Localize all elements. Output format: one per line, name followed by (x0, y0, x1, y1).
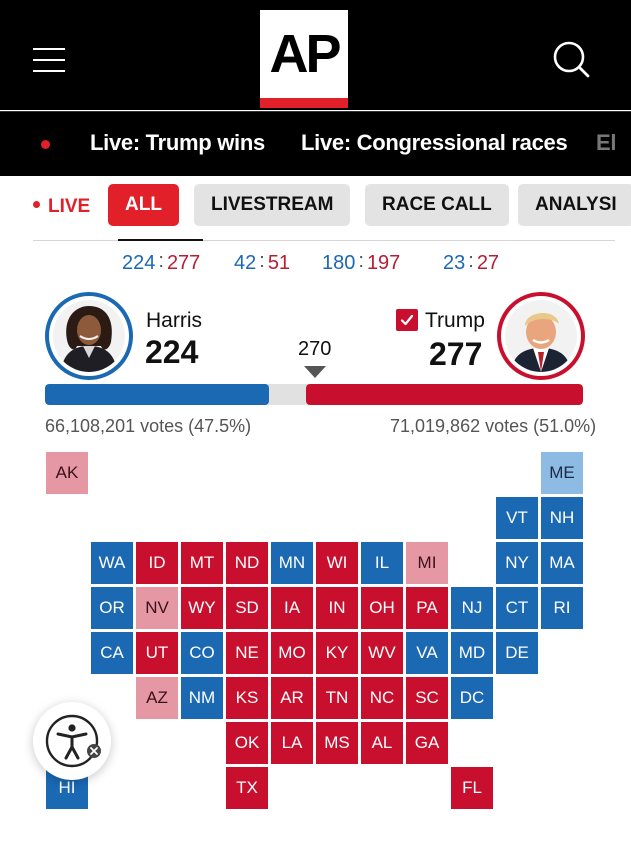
state-tile-ms[interactable]: MS (316, 722, 358, 764)
state-tile-ok[interactable]: OK (226, 722, 268, 764)
state-tile-md[interactable]: MD (451, 632, 493, 674)
state-tile-id[interactable]: ID (136, 542, 178, 584)
harris-popular-votes: 66,108,201 votes (47.5%) (45, 416, 252, 436)
state-tile-nh[interactable]: NH (541, 497, 583, 539)
tally-rep: 27 (476, 252, 500, 274)
tally-dem: 23 (443, 252, 466, 274)
filter-tabs: LIVE ALL LIVESTREAM RACE CALL ANALYSI (0, 184, 631, 228)
live-dot-icon (41, 140, 50, 149)
tab-analysis[interactable]: ANALYSI (518, 184, 631, 226)
active-indicator (118, 239, 203, 241)
state-tile-mn[interactable]: MN (271, 542, 313, 584)
state-tile-tx[interactable]: TX (226, 767, 268, 809)
tally-4[interactable]: 23:27 (443, 250, 500, 274)
state-tile-fl[interactable]: FL (451, 767, 493, 809)
divider (33, 240, 615, 241)
state-tile-ct[interactable]: CT (496, 587, 538, 629)
state-tile-ak[interactable]: AK (46, 452, 88, 494)
state-tile-nv[interactable]: NV (136, 587, 178, 629)
state-tile-ar[interactable]: AR (271, 677, 313, 719)
state-tile-ky[interactable]: KY (316, 632, 358, 674)
state-tile-in[interactable]: IN (316, 587, 358, 629)
logo-red-bar (260, 98, 348, 108)
state-tile-dc[interactable]: DC (451, 677, 493, 719)
state-tile-nd[interactable]: ND (226, 542, 268, 584)
state-tile-pa[interactable]: PA (406, 587, 448, 629)
state-tile-ut[interactable]: UT (136, 632, 178, 674)
state-tile-ca[interactable]: CA (91, 632, 133, 674)
state-tile-ia[interactable]: IA (271, 587, 313, 629)
state-tile-la[interactable]: LA (271, 722, 313, 764)
tally-rep: 197 (366, 252, 401, 274)
state-tile-tn[interactable]: TN (316, 677, 358, 719)
accessibility-icon (45, 714, 101, 768)
ap-logo[interactable]: AP (260, 10, 348, 108)
state-tile-wv[interactable]: WV (361, 632, 403, 674)
electoral-vote-bar (45, 384, 583, 405)
state-tile-nc[interactable]: NC (361, 677, 403, 719)
state-tile-mi[interactable]: MI (406, 542, 448, 584)
state-tile-or[interactable]: OR (91, 587, 133, 629)
threshold-marker-icon (304, 366, 326, 378)
harris-bar-fill (45, 384, 269, 405)
winner-check-icon (396, 309, 418, 331)
trump-name: Trump (425, 309, 485, 332)
live-link-congressional-races[interactable]: Live: Congressional races (301, 130, 568, 155)
state-tile-ri[interactable]: RI (541, 587, 583, 629)
state-tile-oh[interactable]: OH (361, 587, 403, 629)
tally-1[interactable]: 224:277 (122, 250, 201, 274)
search-icon[interactable] (552, 40, 590, 78)
state-tile-wi[interactable]: WI (316, 542, 358, 584)
threshold-label: 270 (298, 338, 332, 360)
tally-3[interactable]: 180:197 (322, 250, 401, 274)
state-tile-vt[interactable]: VT (496, 497, 538, 539)
harris-avatar (45, 292, 133, 380)
state-tile-sc[interactable]: SC (406, 677, 448, 719)
live-link-truncated[interactable]: El (596, 130, 617, 155)
state-tile-de[interactable]: DE (496, 632, 538, 674)
state-tile-az[interactable]: AZ (136, 677, 178, 719)
tab-livestream[interactable]: LIVESTREAM (194, 184, 351, 226)
state-tile-ny[interactable]: NY (496, 542, 538, 584)
accessibility-button[interactable] (33, 702, 111, 780)
tally-rep: 277 (166, 252, 201, 274)
state-tile-al[interactable]: AL (361, 722, 403, 764)
trump-popular-votes: 71,019,862 votes (51.0%) (390, 416, 597, 436)
trump-avatar (497, 292, 585, 380)
tally-dem: 42 (234, 252, 257, 274)
live-indicator: LIVE (33, 196, 90, 218)
hamburger-menu-icon[interactable] (33, 48, 65, 72)
state-tile-va[interactable]: VA (406, 632, 448, 674)
tab-all[interactable]: ALL (108, 184, 179, 226)
state-tile-ks[interactable]: KS (226, 677, 268, 719)
state-tile-nm[interactable]: NM (181, 677, 223, 719)
tally-rep: 51 (267, 252, 291, 274)
top-header: AP (0, 0, 631, 110)
live-link-trump-wins[interactable]: Live: Trump wins (90, 130, 265, 155)
state-tile-il[interactable]: IL (361, 542, 403, 584)
state-tile-ma[interactable]: MA (541, 542, 583, 584)
trump-bar-fill (306, 384, 583, 405)
state-tile-wy[interactable]: WY (181, 587, 223, 629)
state-tile-mo[interactable]: MO (271, 632, 313, 674)
state-tile-mt[interactable]: MT (181, 542, 223, 584)
tally-dem: 180 (322, 252, 356, 274)
state-tile-me[interactable]: ME (541, 452, 583, 494)
tally-dem: 224 (122, 252, 156, 274)
live-label: LIVE (48, 196, 91, 217)
harris-electoral-votes: 224 (145, 334, 199, 370)
live-links-bar: Live: Trump wins Live: Congressional rac… (0, 111, 631, 176)
live-dot-icon (33, 201, 40, 209)
state-tile-ga[interactable]: GA (406, 722, 448, 764)
logo-text: AP (269, 24, 341, 84)
tab-race-call[interactable]: RACE CALL (365, 184, 509, 226)
state-tile-wa[interactable]: WA (91, 542, 133, 584)
state-tile-sd[interactable]: SD (226, 587, 268, 629)
trump-electoral-votes: 277 (429, 336, 483, 372)
tally-2[interactable]: 42:51 (234, 250, 291, 274)
state-tile-co[interactable]: CO (181, 632, 223, 674)
state-tile-ne[interactable]: NE (226, 632, 268, 674)
harris-name: Harris (146, 309, 202, 332)
state-tile-nj[interactable]: NJ (451, 587, 493, 629)
